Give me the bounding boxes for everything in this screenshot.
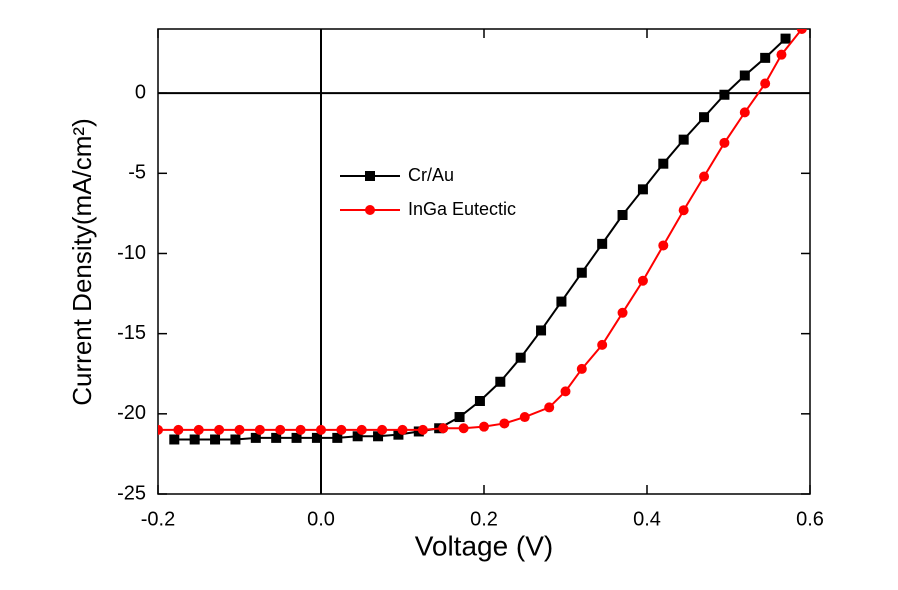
marker [397,424,408,435]
marker [332,432,343,443]
x-axis-label: Voltage (V) [415,530,554,561]
y-tick-label: -10 [117,242,146,264]
marker [658,240,669,251]
marker [352,431,363,442]
marker [544,402,555,413]
marker [271,432,282,443]
marker [780,33,791,44]
marker [438,423,449,434]
marker [214,424,225,435]
x-tick-label: 0.2 [470,508,498,530]
marker [250,432,261,443]
marker [458,423,469,434]
marker [515,352,526,363]
marker [474,396,485,406]
marker [291,432,302,443]
y-tick-label: -25 [117,482,146,504]
plot-area [158,29,807,445]
marker [739,107,750,118]
marker [699,171,710,182]
x-tick-label: -0.2 [141,508,175,530]
marker [230,434,241,445]
marker [158,424,163,435]
marker [796,29,807,34]
series-line [174,37,787,441]
marker [719,137,730,148]
marker [193,424,204,435]
marker [519,412,530,423]
marker [173,424,184,435]
marker [454,412,465,423]
marker [719,89,730,100]
marker [295,424,306,435]
marker [495,376,506,387]
y-tick-label: -20 [117,402,146,424]
x-tick-label: 0.6 [796,508,824,530]
legend-marker [365,171,375,181]
marker [417,424,428,435]
marker [776,49,787,60]
marker [393,429,404,440]
legend-label: Cr/Au [408,165,454,185]
marker [678,134,689,145]
legend-marker [365,205,375,215]
marker [479,421,489,432]
marker [169,434,180,445]
marker [658,158,669,169]
marker [637,184,648,195]
marker [617,307,628,318]
y-tick-label: -5 [128,162,146,184]
marker [597,339,608,350]
marker [210,434,221,445]
marker [536,325,547,336]
marker [275,424,286,435]
marker [499,418,510,429]
marker [678,205,689,216]
series-line [158,29,803,431]
marker [560,386,571,397]
x-tick-label: 0.4 [633,508,661,530]
y-tick-label: 0 [135,81,146,103]
x-tick-label: 0.0 [307,508,335,530]
marker [576,267,587,278]
marker [316,424,326,435]
marker [311,432,322,443]
y-tick-label: -15 [117,322,146,344]
marker [637,275,648,286]
marker [699,112,710,123]
y-axis-label: Current Density(mA/cm²) [67,118,97,405]
marker [739,70,750,81]
marker [336,424,347,435]
marker [254,424,265,435]
marker [760,52,771,63]
marker [617,210,628,220]
marker [234,424,245,435]
marker [597,238,608,249]
marker [760,78,771,89]
marker [556,296,567,307]
marker [189,434,200,445]
marker [576,363,587,374]
marker [356,424,367,435]
legend-label: InGa Eutectic [408,199,516,219]
marker [373,431,384,442]
marker [377,424,388,435]
